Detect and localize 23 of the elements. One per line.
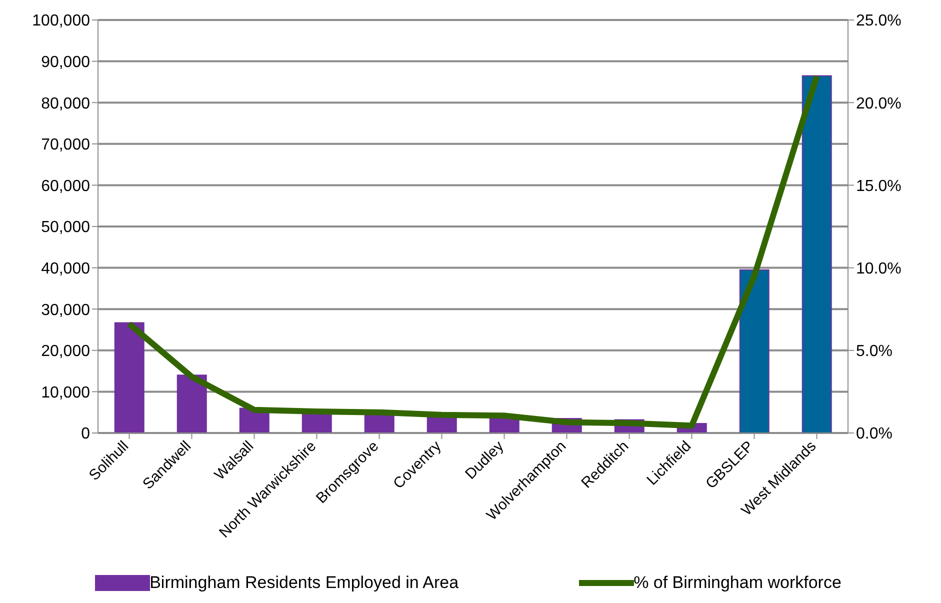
y-tick-label: 80,000 bbox=[41, 95, 90, 112]
y-tick-label: 50,000 bbox=[41, 219, 90, 236]
bar bbox=[114, 322, 144, 433]
y-tick-label: 20,000 bbox=[41, 343, 90, 360]
y2-tick-label: 15.0% bbox=[856, 178, 902, 195]
y2-tick-label: 0.0% bbox=[856, 426, 892, 443]
bar bbox=[176, 374, 207, 433]
y-tick-label: 40,000 bbox=[41, 260, 90, 278]
y-tick-label: 0 bbox=[81, 426, 90, 443]
y-tick-label: 30,000 bbox=[41, 302, 90, 319]
y-tick-label: 70,000 bbox=[41, 136, 90, 154]
bar bbox=[739, 269, 770, 433]
y-tick-label: 10,000 bbox=[41, 384, 90, 402]
y2-tick-label: 10.0% bbox=[856, 260, 902, 278]
y-tick-label: 100,000 bbox=[32, 12, 90, 30]
y2-tick-label: 5.0% bbox=[856, 343, 892, 360]
legend-label: % of Birmingham workforce bbox=[634, 573, 842, 593]
y2-tick-label: 25.0% bbox=[856, 12, 902, 30]
bar bbox=[802, 75, 832, 433]
y2-tick-label: 20.0% bbox=[856, 95, 902, 112]
y-tick-label: 90,000 bbox=[41, 54, 90, 71]
legend-label: Birmingham Residents Employed in Area bbox=[150, 573, 459, 593]
y-tick-label: 60,000 bbox=[41, 178, 90, 195]
